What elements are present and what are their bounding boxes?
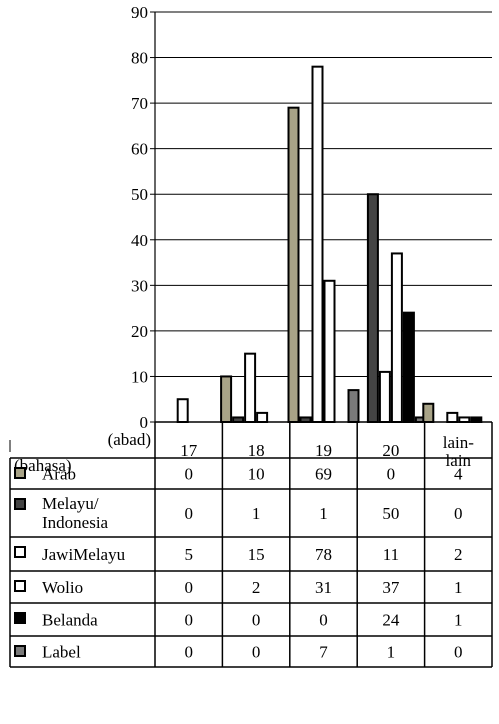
table-cell-value: 0 [184,465,193,484]
table-cell-value: 2 [454,545,463,564]
table-cell-value: 5 [184,545,193,564]
bar [402,311,415,423]
table-cell-value: 10 [248,465,265,484]
table-cell-value: 24 [382,611,400,630]
bar [176,398,189,424]
legend-swatch [14,612,26,624]
legend-label: Melayu/Indonesia [42,494,109,532]
bar [422,402,435,423]
table-cell-value: 1 [454,611,463,630]
bar [220,375,233,424]
bar [347,389,360,424]
table-cell-value: 50 [382,504,399,523]
legend-label: Label [42,643,81,662]
table-cell-value: 37 [382,578,400,597]
legend-label: Wolio [42,578,83,597]
table-cell-value: 0 [184,578,193,597]
bar [446,411,459,423]
y-tick-label: 0 [140,413,149,432]
bar [311,65,324,424]
table-cell-value: 0 [184,611,193,630]
bar [244,352,257,423]
y-tick-label: 80 [131,49,148,68]
x-tick-label: 17 [180,441,198,460]
legend-label: JawiMelayu [42,545,126,564]
y-tick-label: 70 [131,94,148,113]
table-cell-value: 0 [184,504,193,523]
table-cell-value: 0 [387,465,396,484]
y-tick-label: 40 [131,231,148,250]
bar [390,252,403,423]
table-cell-value: 1 [252,504,261,523]
table-cell-value: 11 [383,545,399,564]
table-cell-value: 0 [454,504,463,523]
legend-label: Belanda [42,611,98,630]
plot-area [154,11,492,422]
row-header-label: (bahasa) [14,456,72,475]
legend-swatch [14,546,26,558]
bars [176,65,483,424]
y-tick-label: 50 [131,185,148,204]
legend-label: Arab [42,465,76,484]
x-tick-label: lain-lain [443,433,474,470]
legend-swatch [14,498,26,510]
table-cell-value: 15 [248,545,265,564]
x-tick-label: 20 [382,441,399,460]
y-tick-label: 90 [131,3,148,22]
bar [287,106,300,424]
bar [323,279,336,423]
legend-swatch [14,580,26,592]
table-cell-value: 0 [454,643,463,662]
y-tick-label: 30 [131,276,148,295]
table-cell-value: 1 [387,643,396,662]
x-tick-label: 19 [315,441,332,460]
y-tick-label: 60 [131,140,148,159]
bar [378,370,391,423]
legend-swatch [14,645,26,657]
table-cell-value: 0 [252,611,261,630]
bar [366,193,379,423]
x-tick-label: 18 [248,441,265,460]
table-cell-value: 4 [454,465,463,484]
y-tick-label: 20 [131,322,148,341]
table-cell-value: 0 [252,643,261,662]
table-cell-value: 1 [454,578,463,597]
y-tick-label: 10 [131,367,148,386]
legend-swatch [14,467,26,479]
table-cell-value: 1 [319,504,328,523]
table-cell-value: 69 [315,465,332,484]
table-cell-value: 31 [315,578,332,597]
y-axis: 0 10 20 30 40 50 60 70 80 90 [131,3,155,432]
x-axis-label: (abad) [108,430,151,449]
table-cell-value: 78 [315,545,332,564]
table-cell-value: 0 [184,643,193,662]
table-cell-value: 2 [252,578,261,597]
table-cell-value: 0 [319,611,328,630]
bar [256,411,269,423]
table-cell-value: 7 [319,643,328,662]
